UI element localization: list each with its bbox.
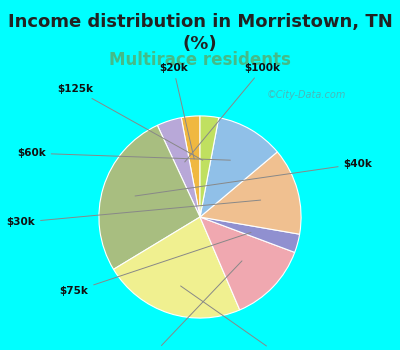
- Wedge shape: [200, 217, 295, 310]
- Text: $75k: $75k: [60, 232, 251, 296]
- Text: Income distribution in Morristown, TN
(%): Income distribution in Morristown, TN (%…: [8, 13, 392, 53]
- Text: $125k: $125k: [58, 84, 203, 160]
- Wedge shape: [200, 152, 301, 234]
- Wedge shape: [200, 217, 300, 252]
- Wedge shape: [114, 217, 240, 318]
- Text: $100k: $100k: [185, 63, 281, 162]
- Text: $50k: $50k: [181, 286, 294, 350]
- Wedge shape: [99, 125, 200, 270]
- Wedge shape: [200, 116, 219, 217]
- Text: $10k: $10k: [138, 261, 242, 350]
- Text: $60k: $60k: [17, 148, 230, 160]
- Text: $30k: $30k: [6, 200, 261, 227]
- Wedge shape: [181, 116, 200, 217]
- Wedge shape: [157, 118, 200, 217]
- Text: $40k: $40k: [135, 159, 372, 196]
- Text: Multirace residents: Multirace residents: [109, 51, 291, 70]
- Wedge shape: [200, 118, 277, 217]
- Text: $20k: $20k: [159, 63, 194, 159]
- Text: ©City-Data.com: ©City-Data.com: [267, 90, 346, 100]
